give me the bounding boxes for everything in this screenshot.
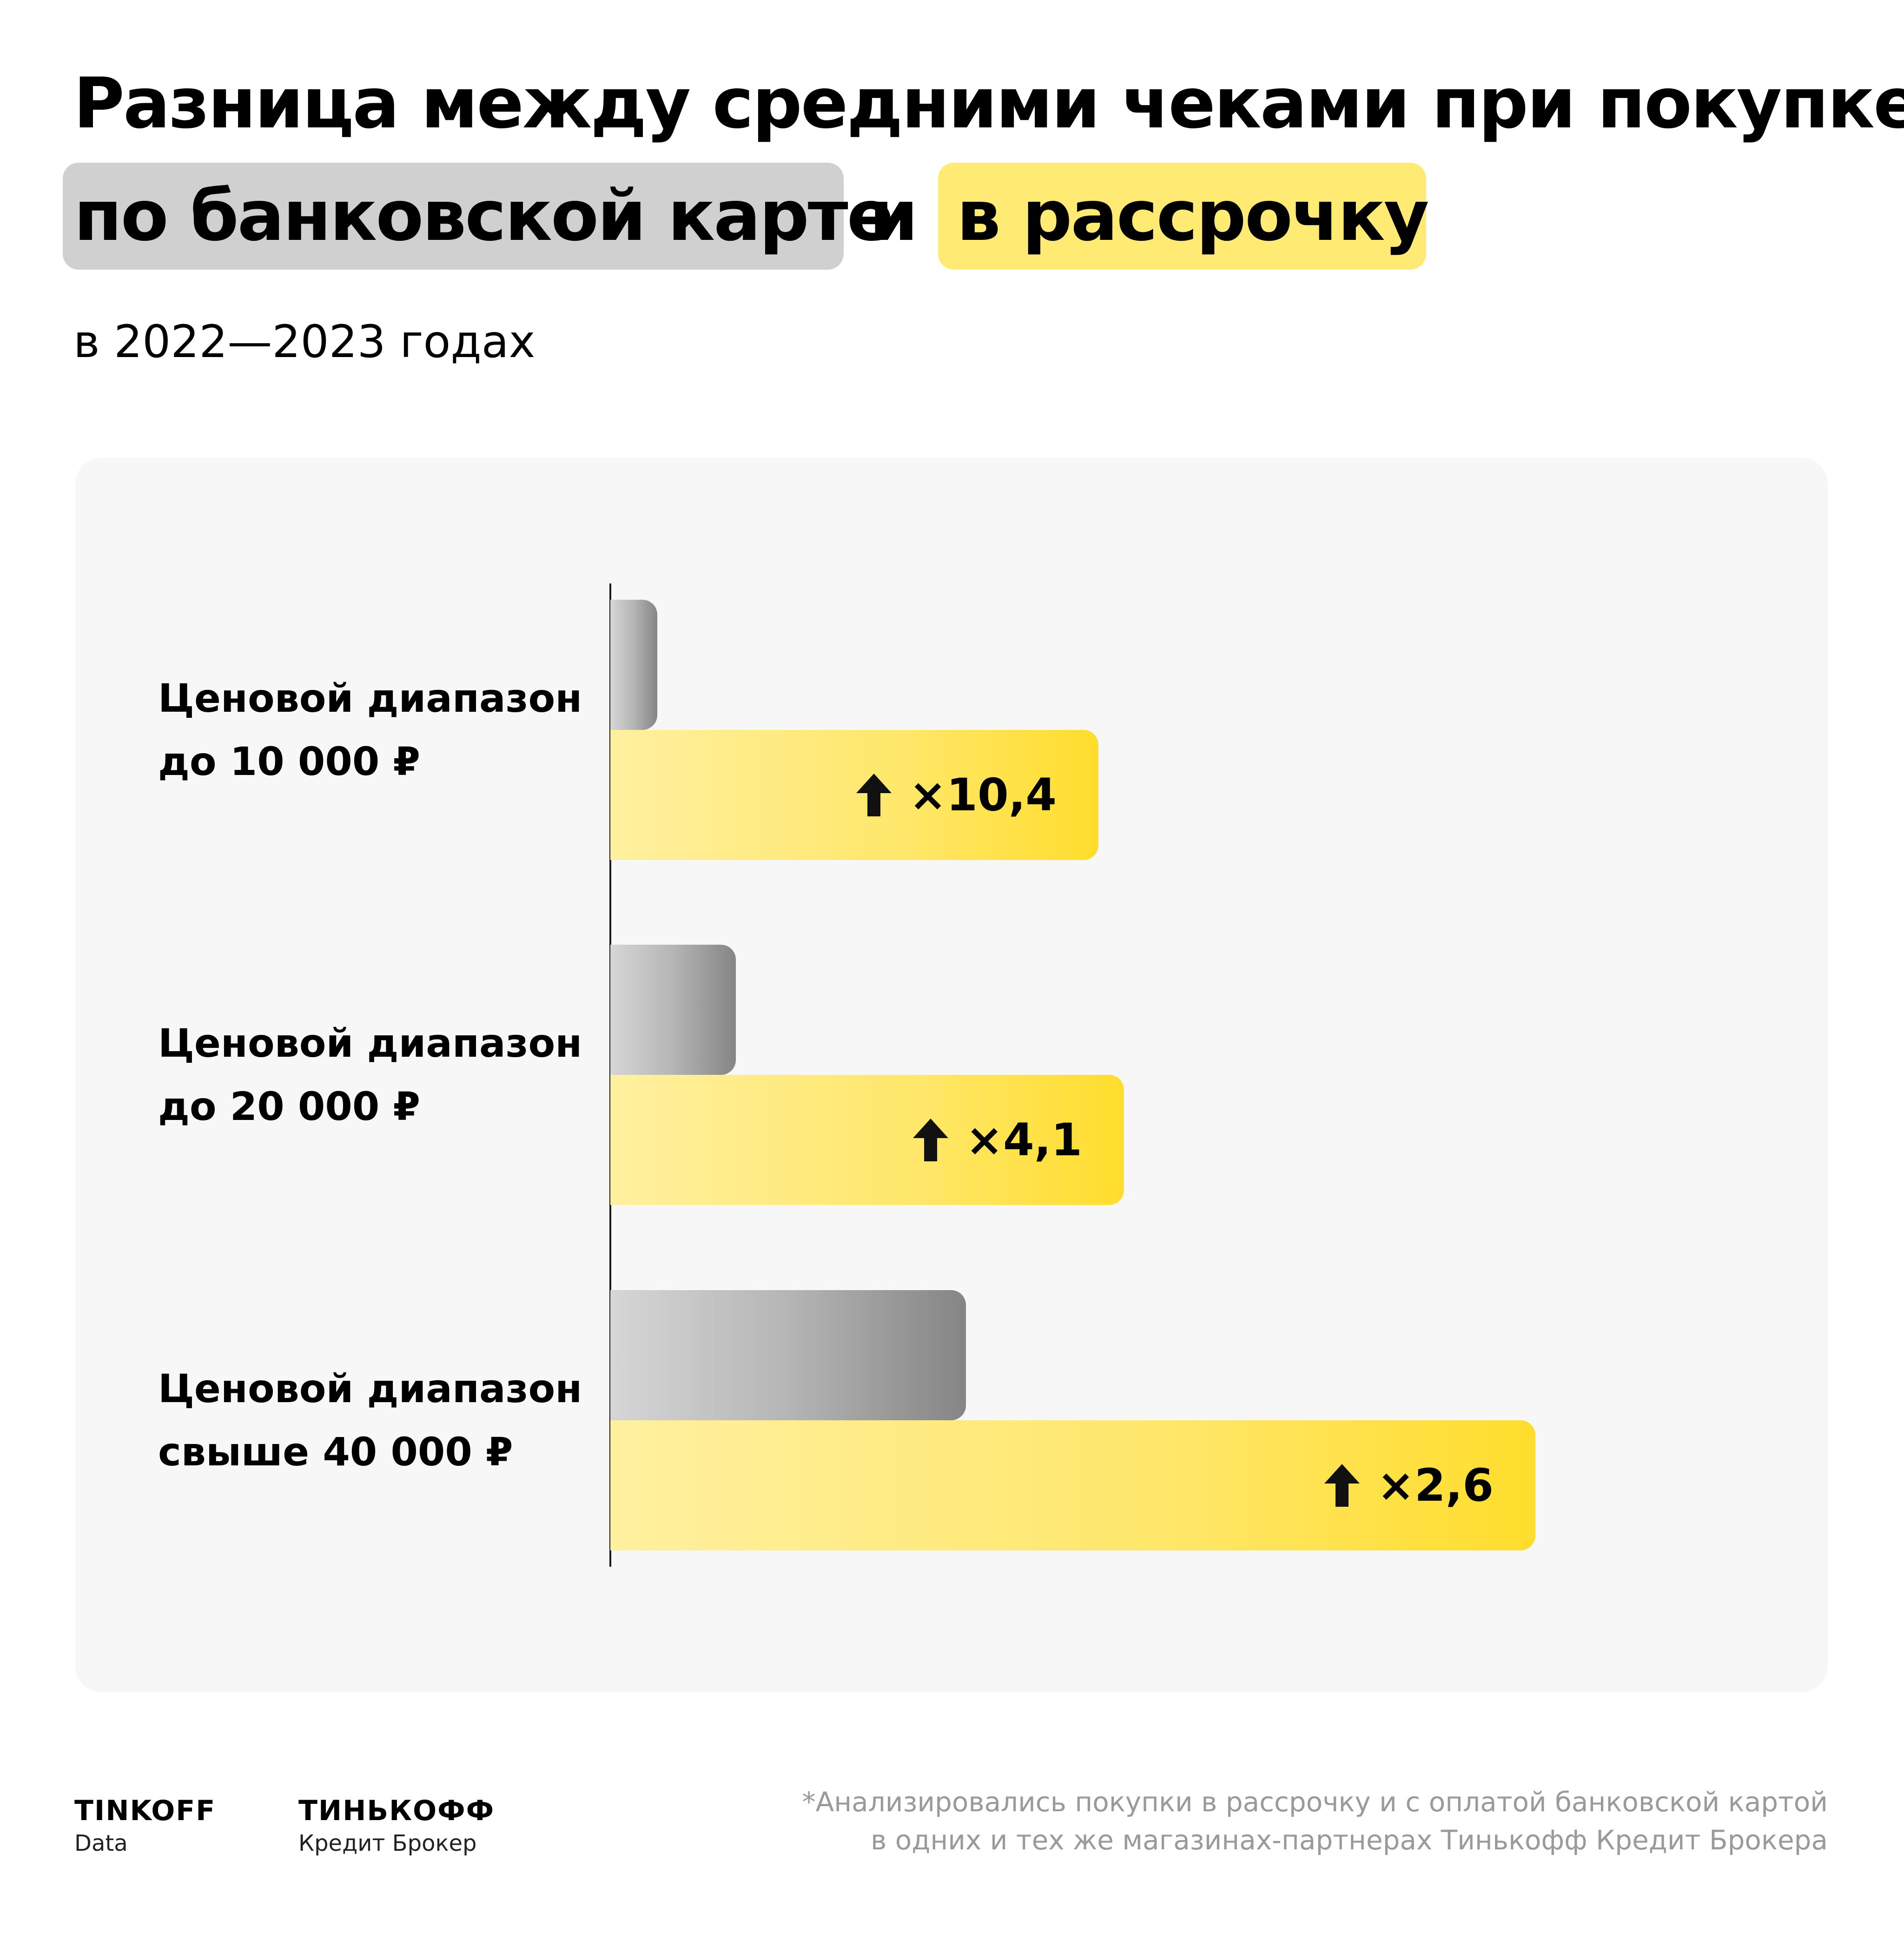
category-label-line: Ценовой диапазон [158, 1020, 582, 1066]
category-label: Ценовой диапазон до 20 000 ₽ [158, 1012, 614, 1138]
category-label: Ценовой диапазон свыше 40 000 ₽ [158, 1357, 614, 1484]
installment-legend-pill: в рассрочку [938, 163, 1429, 270]
category-label-line: до 20 000 ₽ [158, 1084, 420, 1129]
card-bar [610, 1290, 966, 1420]
value-label-text: ×4,1 [965, 1114, 1083, 1166]
tinkoff-data-logo-sub: Data [74, 1830, 128, 1856]
value-label: ×10,4 [610, 730, 1057, 860]
card-bar [610, 600, 657, 730]
value-label-text: ×10,4 [909, 769, 1057, 821]
category-label-line: Ценовой диапазон [158, 676, 582, 721]
card-bar [610, 945, 736, 1075]
chart-title: Разница между средними чеками при покупк… [73, 63, 1904, 144]
footnote: *Анализировались покупки в рассрочку и с… [802, 1783, 1828, 1859]
tinkoff-credit-broker-logo-sub: Кредит Брокер [298, 1830, 477, 1856]
title-conjunction: и [869, 176, 919, 257]
chart-subtitle: в 2022—2023 годах [73, 316, 536, 368]
arrow-up-icon [1324, 1464, 1360, 1507]
value-label: ×2,6 [610, 1420, 1494, 1550]
arrow-up-icon [856, 774, 892, 816]
card-legend-pill: по банковской карте [63, 163, 894, 270]
installment-bar [610, 1075, 1124, 1205]
category-label: Ценовой диапазон до 10 000 ₽ [158, 667, 614, 793]
installment-bar [610, 1420, 1535, 1550]
category-label-line: свыше 40 000 ₽ [158, 1429, 513, 1475]
tinkoff-credit-broker-logo: ТИНЬКОФФ Кредит Брокер [298, 1795, 495, 1860]
arrow-up-icon [912, 1119, 948, 1161]
footnote-line-1: *Анализировались покупки в рассрочку и с… [802, 1786, 1828, 1818]
value-label: ×4,1 [610, 1075, 1082, 1205]
category-label-line: Ценовой диапазон [158, 1366, 582, 1411]
tinkoff-data-logo: TINKOFF Data [74, 1795, 216, 1860]
installment-bar [610, 730, 1098, 860]
value-label-text: ×2,6 [1377, 1459, 1494, 1511]
tinkoff-data-logo-main: TINKOFF [74, 1795, 216, 1827]
tinkoff-credit-broker-logo-main: ТИНЬКОФФ [298, 1795, 495, 1827]
category-label-line: до 10 000 ₽ [158, 739, 420, 784]
footnote-line-2: в одних и тех же магазинах-партнерах Тин… [871, 1824, 1828, 1856]
title-line-2: по банковской карте и в рассрочку [0, 163, 1904, 270]
